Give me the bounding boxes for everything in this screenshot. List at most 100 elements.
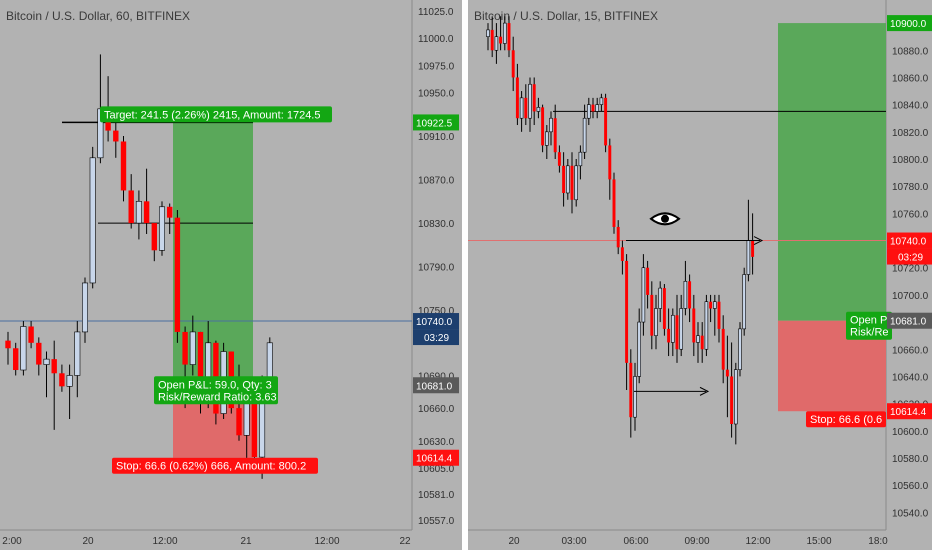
candle-down[interactable] [592, 105, 595, 112]
candle-down[interactable] [650, 295, 653, 336]
candle-up[interactable] [550, 118, 553, 132]
candle-down[interactable] [608, 145, 611, 179]
candle-down[interactable] [5, 341, 10, 349]
candle-down[interactable] [36, 343, 41, 365]
candle-down[interactable] [692, 308, 695, 342]
candle-up[interactable] [579, 152, 582, 166]
candle-up[interactable] [82, 283, 87, 332]
candle-down[interactable] [516, 77, 519, 118]
candle-down[interactable] [175, 218, 180, 332]
candle-up[interactable] [136, 201, 141, 223]
candle-down[interactable] [667, 329, 670, 343]
candle-down[interactable] [701, 336, 704, 350]
candle-up[interactable] [21, 326, 26, 370]
candle-up[interactable] [671, 315, 674, 342]
candle-up[interactable] [520, 98, 523, 118]
candle-down[interactable] [726, 370, 729, 377]
candle-up[interactable] [680, 308, 683, 349]
chart-pane-right[interactable]: Bitcoin / U.S. Dollar, 15, BITFINEX 1090… [468, 0, 932, 550]
candle-up[interactable] [44, 359, 49, 364]
candle-up[interactable] [743, 275, 746, 329]
candle-up[interactable] [705, 302, 708, 350]
candle-down[interactable] [121, 141, 126, 190]
candle-down[interactable] [629, 363, 632, 417]
candle-up[interactable] [659, 288, 662, 308]
candle-down[interactable] [562, 166, 565, 193]
candle-up[interactable] [596, 105, 599, 112]
candle-up[interactable] [159, 207, 164, 251]
candle-up[interactable] [487, 30, 490, 37]
candle-down[interactable] [152, 223, 157, 250]
price-tick-label: 10640.0 [892, 372, 929, 383]
open-pnl-label: Open P&L: 59.0, Qty: 3 [158, 379, 272, 391]
candle-up[interactable] [190, 332, 195, 365]
time-tick-label: 12:00 [745, 536, 770, 547]
candle-down[interactable] [13, 348, 18, 370]
candle-up[interactable] [545, 132, 548, 146]
candle-up[interactable] [600, 98, 603, 105]
candle-down[interactable] [52, 359, 57, 373]
candle-up[interactable] [566, 166, 569, 193]
candle-up[interactable] [587, 105, 590, 119]
candle-up[interactable] [739, 329, 742, 370]
candle-up[interactable] [638, 322, 641, 376]
candle-down[interactable] [182, 332, 187, 365]
candle-down[interactable] [524, 98, 527, 118]
candle-down[interactable] [751, 241, 754, 257]
candle-down[interactable] [571, 166, 574, 200]
candle-down[interactable] [113, 131, 118, 142]
candle-up[interactable] [583, 118, 586, 152]
candle-up[interactable] [495, 37, 498, 51]
candle-down[interactable] [167, 207, 172, 218]
candle-up[interactable] [734, 370, 737, 424]
candle-down[interactable] [688, 281, 691, 308]
candle-down[interactable] [558, 152, 561, 166]
price-tick-label: 10660.0 [892, 345, 929, 356]
candle-down[interactable] [508, 23, 511, 50]
candle-down[interactable] [730, 376, 733, 424]
candle-up[interactable] [75, 332, 80, 376]
candle-up[interactable] [537, 107, 540, 111]
candle-down[interactable] [621, 247, 624, 261]
candle-down[interactable] [663, 288, 666, 329]
candle-up[interactable] [529, 84, 532, 118]
candle-down[interactable] [709, 302, 712, 309]
candle-up[interactable] [684, 281, 687, 308]
candle-up[interactable] [713, 302, 716, 309]
stop-price-badge: 10614.4 [416, 454, 453, 465]
candle-up[interactable] [575, 166, 578, 200]
candle-down[interactable] [676, 315, 679, 349]
candle-down[interactable] [512, 50, 515, 77]
candle-down[interactable] [236, 408, 241, 435]
candle-down[interactable] [144, 201, 149, 223]
candle-down[interactable] [722, 329, 725, 370]
candle-down[interactable] [59, 373, 64, 386]
candle-up[interactable] [747, 241, 750, 275]
candle-up[interactable] [642, 268, 645, 322]
candle-up[interactable] [90, 158, 95, 283]
candle-down[interactable] [718, 302, 721, 329]
candlestick-chart-left[interactable]: Bitcoin / U.S. Dollar, 60, BITFINEX 1102… [0, 0, 462, 550]
candle-down[interactable] [541, 107, 544, 145]
chart-pane-left[interactable]: Bitcoin / U.S. Dollar, 60, BITFINEX 1102… [0, 0, 462, 550]
candle-up[interactable] [503, 23, 506, 43]
candle-down[interactable] [625, 261, 628, 363]
candle-down[interactable] [491, 30, 494, 50]
candle-down[interactable] [129, 190, 134, 223]
candle-up[interactable] [655, 308, 658, 335]
candle-down[interactable] [554, 118, 557, 152]
risk-reward-label: Risk/Reward Ratio: 3.63 [158, 391, 277, 403]
time-tick-label: 18:0 [868, 536, 888, 547]
candle-down[interactable] [646, 268, 649, 295]
candlestick-chart-right[interactable]: Bitcoin / U.S. Dollar, 15, BITFINEX 1090… [468, 0, 932, 550]
candle-up[interactable] [697, 336, 700, 343]
candle-up[interactable] [634, 376, 637, 417]
candle-down[interactable] [28, 326, 33, 342]
time-tick-label: 21 [240, 536, 252, 547]
candle-down[interactable] [604, 98, 607, 146]
candle-down[interactable] [617, 227, 620, 247]
candle-up[interactable] [67, 375, 72, 386]
candle-down[interactable] [533, 84, 536, 111]
candle-down[interactable] [613, 179, 616, 227]
candle-down[interactable] [499, 37, 502, 44]
